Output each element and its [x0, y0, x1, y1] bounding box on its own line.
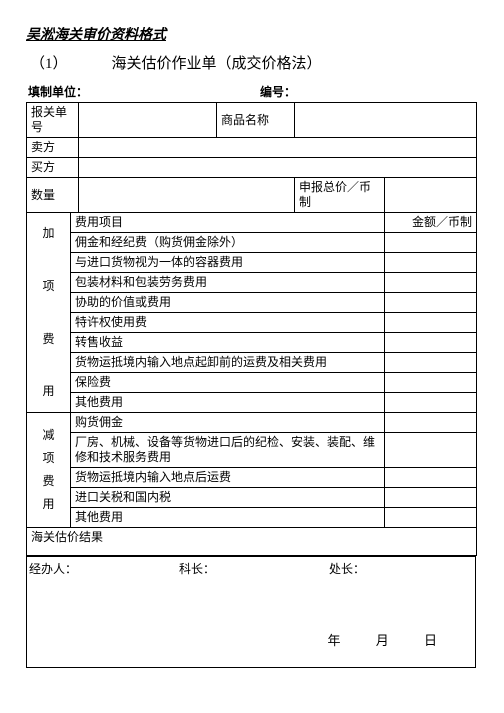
- customs-form-table: 报关单号 商品名称 卖方 买方 数量 申报总价／币制 加项费用 费用项目 金额／…: [26, 102, 477, 556]
- cell: [385, 508, 477, 528]
- sig-section-chief: 科长：: [179, 560, 329, 576]
- cell: [385, 468, 477, 488]
- row-fee-header: 加项费用 费用项目 金额／币制: [27, 213, 477, 233]
- fee-row: 佣金和经纪费（购货佣金除外）: [71, 233, 385, 253]
- sig-division-chief: 处长：: [329, 560, 365, 576]
- fee-row: 进口关税和国内税: [71, 488, 385, 508]
- fee-row: 转售收益: [71, 333, 385, 353]
- cell: [295, 103, 477, 138]
- cell: [385, 413, 477, 433]
- cell: [385, 253, 477, 273]
- cell: [79, 103, 217, 138]
- sub-right: 编号：: [260, 83, 296, 100]
- fee-row: 其他费用: [71, 508, 385, 528]
- label-goods-name: 商品名称: [217, 103, 295, 138]
- fee-row: 厂房、机械、设备等货物进口后的纪检、安装、装配、维修和技术服务费用: [71, 433, 385, 468]
- sig-handler: 经办人：: [29, 560, 179, 576]
- cell: [385, 488, 477, 508]
- cell: [385, 373, 477, 393]
- cell: [385, 233, 477, 253]
- row-sub-a: 减项费用 购货佣金: [27, 413, 477, 433]
- date-year: 年: [327, 633, 342, 648]
- label-sub-vertical: 减项费用: [27, 413, 71, 528]
- row-seller: 卖方: [27, 138, 477, 158]
- subheader: 填制单位： 编号：: [28, 83, 476, 100]
- cell: [385, 393, 477, 413]
- cell: [79, 138, 477, 158]
- fee-row: 货物运抵境内输入地点后运费: [71, 468, 385, 488]
- label-declaration-no: 报关单号: [27, 103, 79, 138]
- fee-row: 其他费用: [71, 393, 385, 413]
- title-row: （1） 海关估价作业单（成交价格法）: [30, 52, 478, 73]
- fee-row: 特许权使用费: [71, 313, 385, 333]
- label-seller: 卖方: [27, 138, 79, 158]
- fee-row: 与进口货物视为一体的容器费用: [71, 253, 385, 273]
- label-fee-item: 费用项目: [71, 213, 385, 233]
- date-line: 年 月 日: [313, 630, 453, 649]
- label-add-vertical: 加项费用: [27, 213, 71, 413]
- fee-row: 购货佣金: [71, 413, 385, 433]
- doc-header: 吴淞海关审价资料格式: [26, 24, 478, 44]
- label-quantity: 数量: [27, 178, 79, 213]
- fee-row: 包装材料和包装劳务费用: [71, 273, 385, 293]
- date-day: 日: [424, 633, 439, 648]
- cell: [385, 273, 477, 293]
- blank-area: 年 月 日: [26, 578, 476, 668]
- row-buyer: 买方: [27, 158, 477, 178]
- cell: [385, 313, 477, 333]
- cell: [79, 158, 477, 178]
- cell: [385, 178, 477, 213]
- fee-row: 协助的价值或费用: [71, 293, 385, 313]
- label-amount: 金额／币制: [385, 213, 477, 233]
- label-declared-price: 申报总价／币制: [295, 178, 385, 213]
- cell: [385, 433, 477, 468]
- fee-row: 保险费: [71, 373, 385, 393]
- cell: [385, 293, 477, 313]
- cell: [385, 333, 477, 353]
- cell: [79, 178, 295, 213]
- title-number: （1）: [30, 52, 68, 73]
- signature-row: 经办人： 科长： 处长：: [26, 556, 476, 578]
- title-text: 海关估价作业单（成交价格法）: [112, 52, 322, 73]
- label-customs-result: 海关估价结果: [27, 528, 477, 556]
- cell: [385, 353, 477, 373]
- row-result: 海关估价结果: [27, 528, 477, 556]
- row-declaration-no: 报关单号 商品名称: [27, 103, 477, 138]
- row-quantity: 数量 申报总价／币制: [27, 178, 477, 213]
- date-month: 月: [376, 633, 391, 648]
- fee-row: 货物运抵境内输入地点起卸前的运费及相关费用: [71, 353, 385, 373]
- sub-left: 填制单位：: [28, 83, 88, 100]
- label-buyer: 买方: [27, 158, 79, 178]
